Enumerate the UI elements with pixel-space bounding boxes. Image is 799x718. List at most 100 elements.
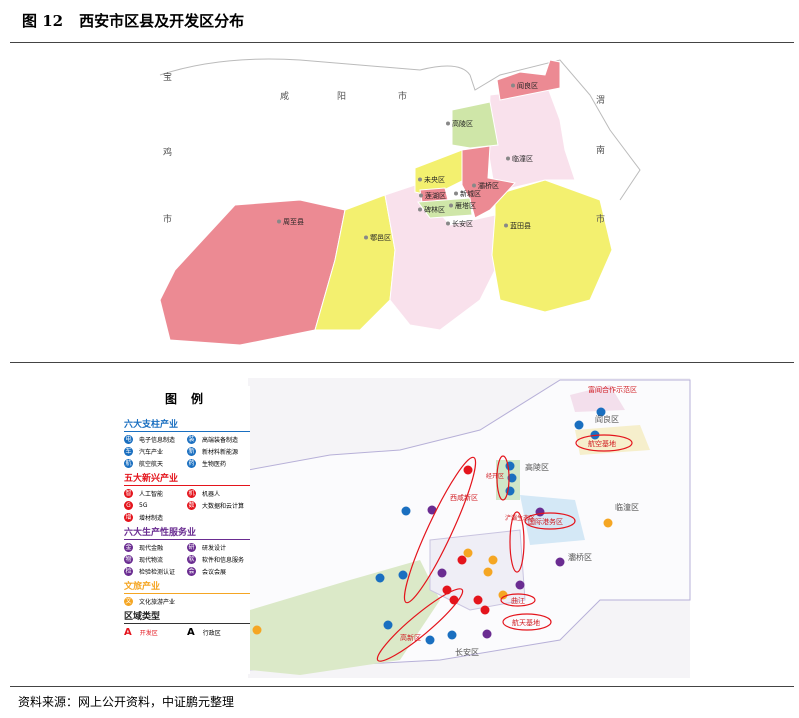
divider bbox=[10, 686, 794, 687]
legend-grid: 金现代金融研研发设计物现代物流软软件和信息服务检检验检测认证会会议会展 bbox=[124, 543, 250, 576]
industry-badge-icon: 检 bbox=[124, 567, 133, 576]
legend-section-title: 区域类型 bbox=[124, 609, 250, 624]
district-label: 高陵区 bbox=[452, 119, 473, 128]
industry-badge-icon: 智 bbox=[124, 489, 133, 498]
district-seat-marker bbox=[446, 121, 450, 126]
legend-label: 高端装备制造 bbox=[202, 437, 239, 444]
industry-marker-icon bbox=[507, 473, 517, 483]
district-label: 临潼区 bbox=[512, 154, 533, 163]
admin-label: 长安区 bbox=[455, 647, 479, 657]
industry-marker-icon bbox=[555, 557, 565, 567]
industry-marker-icon bbox=[463, 465, 473, 475]
district-beilin bbox=[417, 197, 473, 219]
legend-item: 增增材制造 bbox=[124, 513, 187, 522]
industry-marker-icon bbox=[574, 420, 584, 430]
legend-label: 现代金融 bbox=[139, 545, 164, 552]
industry-marker-icon bbox=[401, 506, 411, 516]
district-seat-marker bbox=[511, 83, 515, 88]
industry-badge-icon: 数 bbox=[187, 501, 196, 510]
legend-label: 开发区 bbox=[139, 630, 158, 637]
district-seat-marker bbox=[506, 156, 510, 161]
industry-marker-icon bbox=[252, 625, 262, 635]
legend-item: 软软件和信息服务 bbox=[187, 555, 250, 564]
legend-item: 电电子信息制造 bbox=[124, 435, 187, 444]
neighbor-char: 宝 bbox=[163, 71, 172, 83]
legend-label: 大数据和云计算 bbox=[202, 503, 245, 510]
neighbor-char: 阳 bbox=[337, 91, 346, 102]
source-note: 资料来源：网上公开资料，中证鹏元整理 bbox=[18, 695, 235, 709]
legend-label: 5G bbox=[139, 502, 148, 509]
industry-marker-icon bbox=[515, 580, 525, 590]
neighbor-char: 南 bbox=[596, 144, 605, 156]
zone-label: 经开区 bbox=[486, 472, 504, 480]
legend-section-title: 六大支柱产业 bbox=[124, 417, 250, 432]
figure-title: 图 12 西安市区县及开发区分布 bbox=[22, 10, 260, 31]
district-seat-marker bbox=[446, 221, 450, 226]
zone-label: 航空基地 bbox=[588, 439, 616, 448]
legend-item-admin-zone: A 行政区 bbox=[187, 627, 250, 638]
district-label: 莲湖区 bbox=[425, 191, 446, 200]
zone-ellipses bbox=[376, 434, 633, 662]
map-legend: 图例 六大支柱产业电电子信息制造装高端装备制造车汽车产业新新材料新能源航航空航天… bbox=[124, 386, 250, 674]
industry-marker-icon bbox=[425, 635, 435, 645]
legend-label: 汽车产业 bbox=[139, 449, 164, 456]
industry-markers bbox=[252, 407, 613, 645]
neighbor-char: 市 bbox=[596, 213, 605, 225]
legend-label: 文化旅游产业 bbox=[139, 599, 176, 606]
legend-item: 研研发设计 bbox=[187, 543, 250, 552]
district-seat-marker bbox=[418, 177, 422, 182]
district-label: 未央区 bbox=[424, 175, 445, 184]
district-label: 长安区 bbox=[452, 219, 473, 228]
industry-badge-icon: 增 bbox=[124, 513, 133, 522]
industry-marker-icon bbox=[473, 595, 483, 605]
district-lintong bbox=[487, 87, 576, 193]
legend-label: 研发设计 bbox=[202, 545, 227, 552]
neighbor-char: 咸 bbox=[280, 90, 289, 102]
industry-badge-icon: 研 bbox=[187, 543, 196, 552]
xixian-area bbox=[250, 560, 440, 675]
legend-item: 检检验检测认证 bbox=[124, 567, 187, 576]
legend-item: 数大数据和云计算 bbox=[187, 501, 250, 510]
legend-item: G 5G bbox=[124, 501, 187, 510]
figure-number: 图 12 bbox=[22, 12, 64, 30]
district-seat-marker bbox=[504, 223, 508, 228]
zone-label: 富阎合作示范区 bbox=[588, 385, 637, 394]
industry-marker-icon bbox=[383, 620, 393, 630]
zone-label: 高新区 bbox=[400, 633, 421, 642]
district-seat-marker bbox=[364, 235, 368, 240]
neighbor-char: 市 bbox=[398, 90, 407, 102]
legend-label: 软件和信息服务 bbox=[202, 557, 245, 564]
legend-label: 机器人 bbox=[202, 491, 221, 498]
industry-badge-icon: G bbox=[124, 501, 133, 510]
legend-label: 电子信息制造 bbox=[139, 437, 176, 444]
zone-label: 曲江 bbox=[511, 596, 525, 605]
industry-badge-icon: 金 bbox=[124, 543, 133, 552]
legend-label: 航空航天 bbox=[139, 461, 164, 468]
industry-marker-icon bbox=[457, 555, 467, 565]
industry-marker-icon bbox=[483, 567, 493, 577]
legend-title: 图例 bbox=[164, 392, 217, 406]
zone-label: 西咸新区 bbox=[450, 493, 478, 502]
industry-marker-icon bbox=[596, 407, 606, 417]
district-seat-marker bbox=[454, 191, 458, 196]
district-label: 灞桥区 bbox=[478, 181, 499, 190]
industry-badge-icon: 文 bbox=[124, 597, 133, 606]
industry-marker-icon bbox=[535, 507, 545, 517]
district-baqiao bbox=[461, 145, 516, 219]
district-seat-marker bbox=[472, 183, 476, 188]
industry-marker-icon bbox=[498, 590, 508, 600]
legend-grid: 文文化旅游产业 bbox=[124, 597, 250, 606]
district-label: 雁塔区 bbox=[455, 201, 476, 210]
industry-marker-icon bbox=[480, 605, 490, 615]
legend-item: 机机器人 bbox=[187, 489, 250, 498]
region-glyph: A bbox=[124, 627, 132, 638]
district-label: 周至县 bbox=[283, 218, 304, 226]
industry-badge-icon: 机 bbox=[187, 489, 196, 498]
legend-item: 航航空航天 bbox=[124, 459, 187, 468]
industry-marker-icon bbox=[398, 570, 408, 580]
industry-badge-icon: 软 bbox=[187, 555, 196, 564]
industry-badge-icon: 航 bbox=[124, 459, 133, 468]
district-seat-marker bbox=[277, 219, 281, 224]
district-label: 鄠邑区 bbox=[370, 233, 391, 242]
legend-item: 会会议会展 bbox=[187, 567, 250, 576]
